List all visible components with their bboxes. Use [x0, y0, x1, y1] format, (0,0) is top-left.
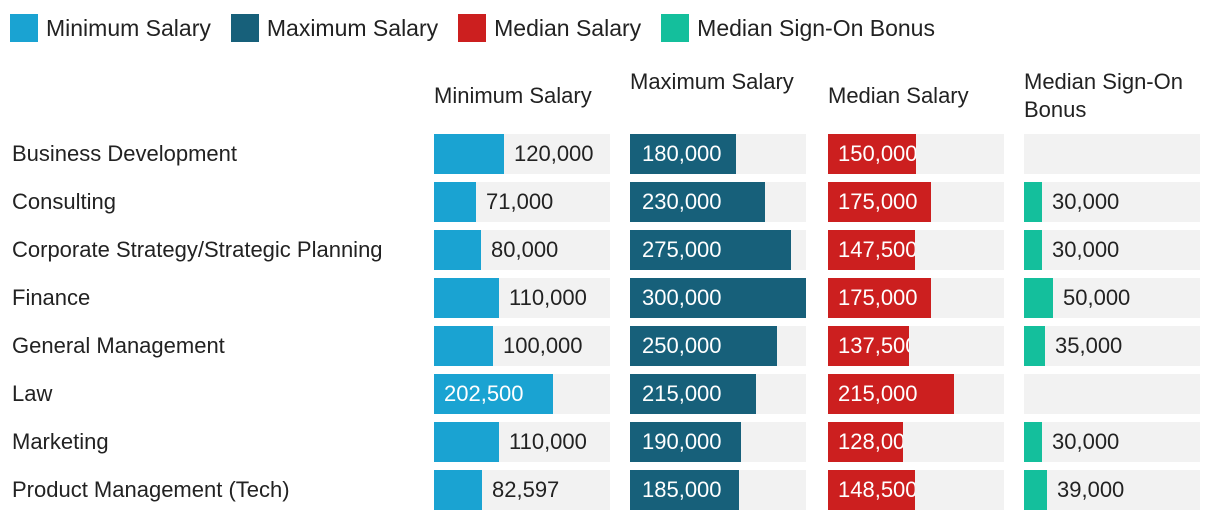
bar-track: [1024, 374, 1200, 414]
category-label: Law: [12, 381, 53, 406]
legend-swatch-median-sign-on-bonus: [661, 14, 690, 42]
data-label: 39,000: [1057, 477, 1125, 502]
bar[interactable]: [434, 374, 553, 414]
data-label: 150,000: [838, 141, 916, 166]
data-label: 71,000: [486, 189, 554, 214]
data-label: 230,000: [642, 189, 722, 214]
data-label: 120,000: [514, 141, 594, 166]
data-label: 30,000: [1052, 237, 1120, 262]
category-label: Business Development: [12, 141, 238, 166]
bar[interactable]: [828, 230, 915, 270]
bar[interactable]: [630, 326, 777, 366]
legend-label-median-sign-on-bonus: Median Sign-On Bonus: [697, 14, 935, 41]
bar[interactable]: [1024, 230, 1042, 270]
bar-track: [1024, 470, 1200, 510]
data-label: 147,500: [838, 237, 915, 262]
bar[interactable]: [1024, 422, 1042, 462]
category-label: Marketing: [12, 429, 109, 454]
bar[interactable]: [434, 326, 493, 366]
bar[interactable]: [434, 470, 482, 510]
bar[interactable]: [630, 182, 765, 222]
legend-item-minimum-salary[interactable]: Minimum Salary: [10, 14, 211, 42]
bar[interactable]: [630, 470, 739, 510]
bar-track: [1024, 278, 1200, 318]
data-label: 175,000: [838, 285, 918, 310]
bar[interactable]: [828, 326, 909, 366]
bar-track: [1024, 422, 1200, 462]
bar[interactable]: [434, 278, 499, 318]
legend-item-maximum-salary[interactable]: Maximum Salary: [230, 14, 439, 42]
legend-swatch-median-salary: [458, 14, 487, 42]
data-label: 180,000: [642, 141, 722, 166]
bar-track: [1024, 326, 1200, 366]
column-header: Maximum Salary: [630, 69, 794, 94]
category-label: Consulting: [12, 189, 116, 214]
data-label: 35,000: [1055, 333, 1123, 358]
data-label: 175,000: [838, 189, 918, 214]
bar[interactable]: [828, 374, 954, 414]
category-label: General Management: [12, 333, 225, 358]
bar[interactable]: [630, 278, 806, 318]
data-label: 80,000: [491, 237, 559, 262]
bar[interactable]: [1024, 470, 1047, 510]
legend-item-median-salary[interactable]: Median Salary: [458, 14, 641, 42]
data-label: 202,500: [444, 381, 524, 406]
legend-swatch-maximum-salary: [230, 14, 259, 42]
bar[interactable]: [434, 230, 481, 270]
bar[interactable]: [1024, 326, 1045, 366]
data-label: 128,000: [838, 429, 903, 454]
column-header: Median Sign-On Bonus: [1024, 69, 1183, 122]
data-label: 215,000: [838, 381, 918, 406]
bar[interactable]: [630, 374, 756, 414]
data-label: 30,000: [1052, 189, 1120, 214]
bar[interactable]: [630, 134, 736, 174]
bar[interactable]: [828, 470, 915, 510]
bar[interactable]: [828, 278, 931, 318]
category-label: Corporate Strategy/Strategic Planning: [12, 237, 383, 262]
data-label: 190,000: [642, 429, 722, 454]
bar[interactable]: [828, 422, 903, 462]
data-label: 148,500: [838, 477, 915, 502]
category-label: Finance: [12, 285, 91, 310]
bar[interactable]: [434, 422, 499, 462]
legend-label-minimum-salary: Minimum Salary: [46, 14, 211, 41]
bar-track: [1024, 230, 1200, 270]
legend-label-maximum-salary: Maximum Salary: [266, 14, 439, 41]
legend: Minimum Salary Maximum Salary Median Sal…: [10, 12, 955, 44]
legend-item-median-sign-on-bonus[interactable]: Median Sign-On Bonus: [661, 14, 935, 42]
legend-label-median-salary: Median Salary: [494, 14, 642, 41]
data-label: 82,597: [492, 477, 560, 502]
data-label: 110,000: [509, 429, 587, 454]
data-label: 137,500: [838, 333, 909, 358]
bar[interactable]: [828, 134, 916, 174]
bar-track: [1024, 134, 1200, 174]
bar[interactable]: [630, 422, 741, 462]
column-header: Median Salary: [828, 83, 969, 108]
bar[interactable]: [828, 182, 931, 222]
data-label: 100,000: [503, 333, 583, 358]
bar[interactable]: [1024, 182, 1042, 222]
data-label: 275,000: [642, 237, 722, 262]
data-label: 300,000: [642, 285, 722, 310]
data-label: 215,000: [642, 381, 722, 406]
bar[interactable]: [1024, 278, 1053, 318]
data-label: 250,000: [642, 333, 722, 358]
data-label: 30,000: [1052, 429, 1120, 454]
bar[interactable]: [434, 182, 476, 222]
data-label: 50,000: [1063, 285, 1131, 310]
category-label: Product Management (Tech): [12, 477, 290, 502]
bar-track: [1024, 182, 1200, 222]
legend-swatch-minimum-salary: [10, 14, 38, 42]
bar[interactable]: [630, 230, 791, 270]
column-header: Minimum Salary: [434, 83, 592, 108]
data-label: 185,000: [642, 477, 722, 502]
bar[interactable]: [434, 134, 504, 174]
data-label: 110,000: [509, 285, 587, 310]
